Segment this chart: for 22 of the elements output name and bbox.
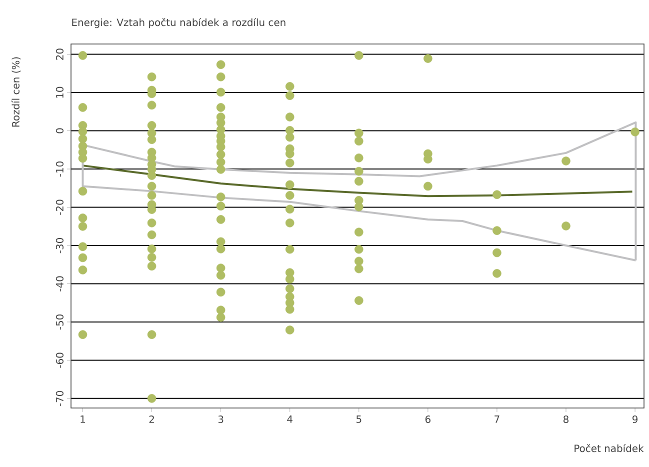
x-tick-label: 7 — [494, 416, 500, 423]
x-tick-label: 1 — [80, 416, 85, 423]
x-tick-label: 2 — [149, 415, 154, 423]
y-tick-label: -40 — [56, 276, 64, 292]
y-tick-label: -50 — [56, 314, 64, 330]
x-tick-label: 3 — [218, 415, 224, 424]
y-tick-label: -20 — [56, 200, 64, 215]
y-axis-title: Rozdíl cen (%) — [11, 57, 21, 127]
y-tick-label: -10 — [56, 162, 64, 177]
x-axis-title: Počet nabídek — [574, 444, 644, 452]
x-tick-label: 6 — [425, 415, 430, 424]
y-tick-label: -60 — [56, 352, 64, 368]
x-tick-label: 9 — [632, 415, 638, 424]
chart-title: Energie: Vztah počtu nabídek a rozdílu cen — [72, 18, 286, 28]
x-tick-label: 8 — [564, 415, 568, 424]
x-tick-label: 4 — [287, 416, 292, 423]
y-tick-label: 20 — [56, 48, 64, 60]
y-tick-label: 0 — [56, 128, 64, 134]
x-tick-label: 5 — [356, 416, 362, 423]
y-tick-label: -70 — [56, 390, 64, 406]
y-tick-label: 10 — [56, 86, 64, 98]
y-tick-label: -30 — [56, 238, 64, 254]
